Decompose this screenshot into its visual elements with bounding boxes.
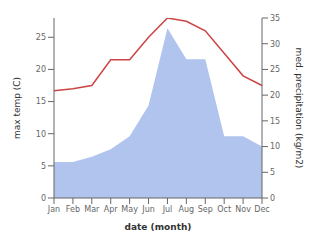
- svg-text:May: May: [121, 205, 138, 214]
- svg-text:25: 25: [36, 33, 46, 42]
- svg-text:Mar: Mar: [84, 205, 100, 214]
- svg-text:20: 20: [36, 65, 46, 74]
- svg-text:Nov: Nov: [235, 205, 251, 214]
- svg-text:date (month): date (month): [125, 222, 192, 232]
- svg-text:0: 0: [270, 194, 275, 203]
- svg-text:Oct: Oct: [217, 205, 231, 214]
- svg-text:15: 15: [36, 97, 46, 106]
- svg-text:Sep: Sep: [198, 205, 213, 214]
- svg-text:Jan: Jan: [47, 205, 60, 214]
- svg-text:Jun: Jun: [141, 205, 155, 214]
- svg-text:Apr: Apr: [104, 205, 119, 214]
- svg-text:Dec: Dec: [254, 205, 269, 214]
- svg-text:15: 15: [270, 117, 280, 126]
- svg-text:10: 10: [36, 130, 46, 139]
- svg-text:Aug: Aug: [179, 205, 195, 214]
- svg-text:5: 5: [41, 162, 46, 171]
- svg-text:35: 35: [270, 14, 280, 23]
- svg-text:20: 20: [270, 91, 280, 100]
- svg-text:0: 0: [41, 194, 46, 203]
- svg-text:Jul: Jul: [162, 205, 173, 214]
- svg-text:max temp (C): max temp (C): [12, 77, 22, 139]
- svg-text:25: 25: [270, 65, 280, 74]
- svg-text:30: 30: [270, 40, 280, 49]
- svg-text:med. precipitation (kg/m2): med. precipitation (kg/m2): [294, 48, 304, 169]
- svg-text:10: 10: [270, 142, 280, 151]
- svg-text:Feb: Feb: [66, 205, 80, 214]
- svg-text:5: 5: [270, 168, 275, 177]
